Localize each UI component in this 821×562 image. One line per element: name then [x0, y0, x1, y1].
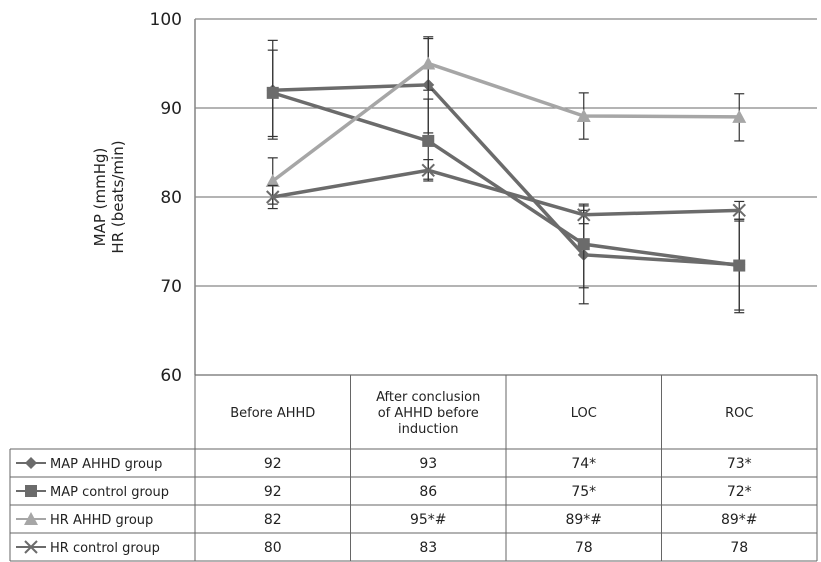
- y-axis-title: MAP (mmHg) HR (beats/min): [91, 140, 127, 253]
- table-cell-2-1: 95*#: [410, 512, 447, 528]
- y-axis-ticks: 60 70 80 90 100: [150, 10, 182, 386]
- point-3-3: [732, 203, 746, 218]
- table-cell-2-2: 89*#: [565, 512, 602, 528]
- y-axis-title-line-1: HR (beats/min): [109, 140, 127, 253]
- legend-label-0: MAP AHHD group: [50, 457, 162, 472]
- point-3-2-b: [577, 208, 591, 222]
- table-cell-1-1: 86: [419, 484, 437, 500]
- series-line-0: [272, 83, 740, 267]
- category-label-3-0: ROC: [725, 406, 753, 421]
- series-line-3: [272, 168, 740, 217]
- legend-label-2: HR AHHD group: [50, 513, 153, 528]
- y-tick-label-60: 60: [160, 366, 182, 386]
- series-3: [266, 159, 746, 225]
- point-3-1-b: [421, 163, 435, 178]
- point-3-0: [266, 190, 280, 204]
- series-line-1: [272, 91, 740, 268]
- table-cell-0-2: 74*: [571, 456, 596, 472]
- table-cell-3-3: 78: [730, 540, 748, 556]
- legend-marker-3-b: [24, 540, 38, 554]
- category-label-1-0: After conclusion: [376, 390, 480, 405]
- category-label-1-2: induction: [398, 422, 458, 437]
- category-label-0-0: Before AHHD: [230, 406, 315, 421]
- table-cell-2-3: 89*#: [721, 512, 758, 528]
- series-line-2: [271, 61, 740, 183]
- point-2-3: [732, 109, 747, 123]
- point-2-1: [421, 56, 436, 70]
- table-cell-1-0: 92: [264, 484, 282, 500]
- point-3-3-b: [732, 203, 746, 218]
- y-axis-title-group: MAP (mmHg) HR (beats/min): [91, 140, 127, 253]
- table-cell-2-0: 82: [264, 512, 282, 528]
- series-0: [266, 36, 746, 314]
- y-tick-label-70: 70: [160, 277, 182, 297]
- table-cell-0-1: 93: [419, 456, 437, 472]
- y-tick-label-100: 100: [150, 10, 182, 30]
- legend-label-1: MAP control group: [50, 485, 169, 500]
- category-label-2-0: LOC: [571, 406, 597, 421]
- point-3-1: [421, 163, 435, 178]
- table-cell-3-2: 78: [575, 540, 593, 556]
- point-1-0: [266, 86, 279, 99]
- table-cell-3-1: 83: [419, 540, 437, 556]
- legend-marker-3: [24, 540, 38, 554]
- y-tick-label-90: 90: [160, 99, 182, 119]
- point-1-1: [422, 134, 435, 147]
- table-cell-0-0: 92: [264, 456, 282, 472]
- legend-marker-0: [25, 457, 37, 469]
- point-2-0: [265, 173, 280, 187]
- point-1-2: [577, 238, 590, 251]
- legend-marker-2: [24, 512, 38, 525]
- table-cell-1-2: 75*: [571, 484, 596, 500]
- category-label-1-1: of AHHD before: [378, 406, 479, 421]
- point-3-2: [577, 208, 591, 222]
- point-1-3: [733, 259, 746, 272]
- point-2-2: [576, 109, 591, 123]
- y-axis-title-line-0: MAP (mmHg): [91, 148, 109, 247]
- gridlines: [194, 18, 817, 376]
- point-3-0-b: [266, 190, 280, 204]
- table-cell-0-3: 73*: [727, 456, 752, 472]
- y-tick-label-80: 80: [160, 188, 182, 208]
- series-2: [265, 37, 747, 205]
- legend-label-3: HR control group: [50, 541, 160, 556]
- table-cell-3-0: 80: [264, 540, 282, 556]
- legend-marker-1: [25, 485, 37, 497]
- table-cell-1-3: 72*: [727, 484, 752, 500]
- series: [265, 36, 747, 314]
